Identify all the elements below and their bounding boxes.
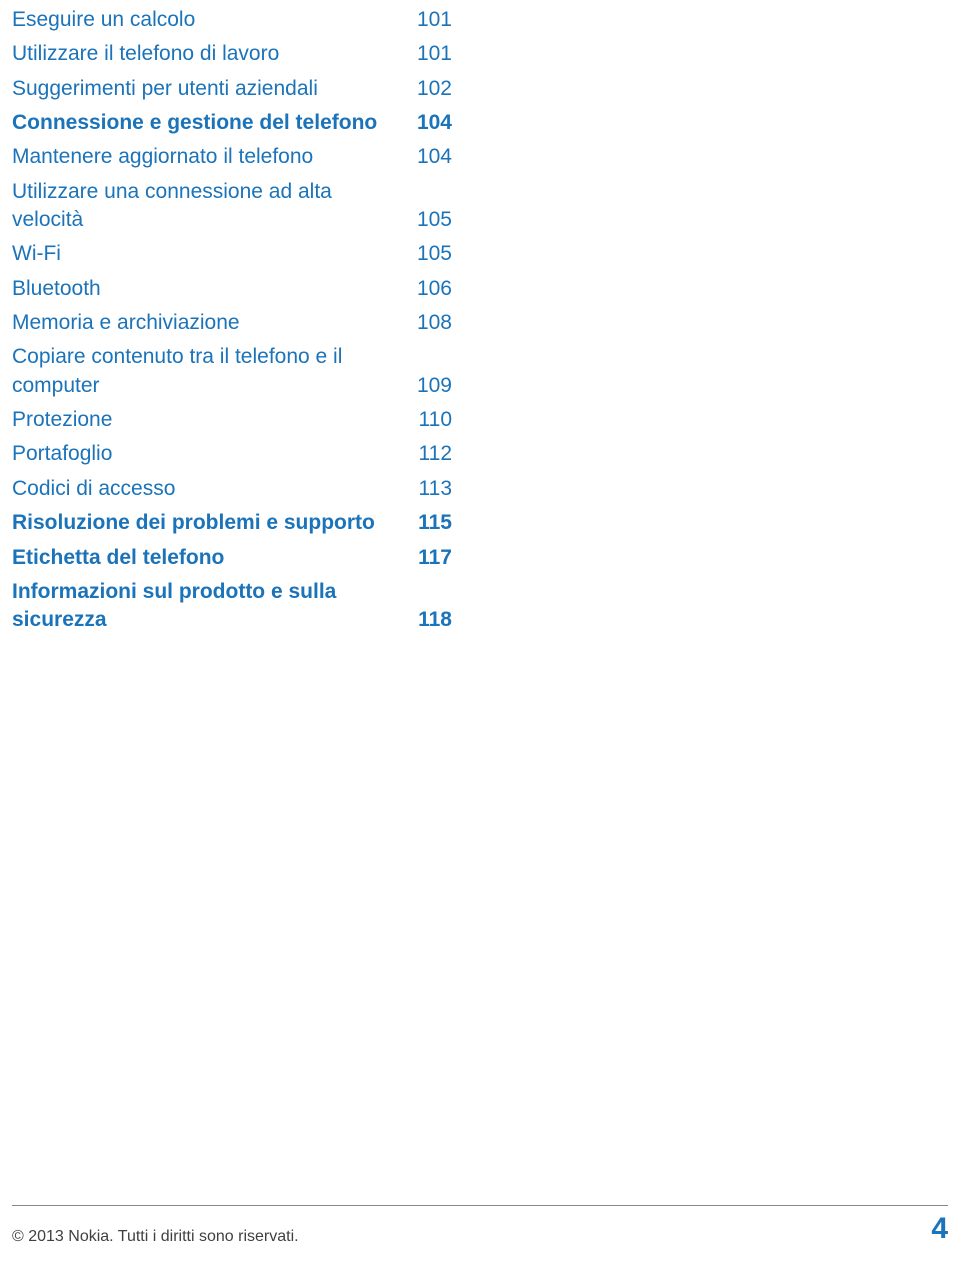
toc-entry-page[interactable]: 106	[407, 275, 452, 303]
toc-row: Wi-Fi105	[12, 240, 452, 268]
toc-entry-label[interactable]: Mantenere aggiornato il telefono	[12, 143, 407, 171]
toc-entry-label[interactable]: Copiare contenuto tra il telefono e il c…	[12, 343, 407, 400]
toc-entry-page[interactable]: 104	[407, 109, 452, 137]
toc-entry-page[interactable]: 101	[407, 40, 452, 68]
toc-entry-label[interactable]: Utilizzare una connessione ad alta veloc…	[12, 178, 407, 235]
page-number: 4	[931, 1212, 948, 1246]
toc-entry-page[interactable]: 112	[407, 440, 452, 468]
toc-entry-label[interactable]: Suggerimenti per utenti aziendali	[12, 75, 407, 103]
toc-entry-page[interactable]: 110	[407, 406, 452, 434]
toc-row: Protezione110	[12, 406, 452, 434]
toc-entry-page[interactable]: 118	[407, 606, 452, 634]
toc-row: Utilizzare una connessione ad alta veloc…	[12, 178, 452, 235]
toc-row: Eseguire un calcolo101	[12, 6, 452, 34]
toc-entry-page[interactable]: 101	[407, 6, 452, 34]
toc-entry-page[interactable]: 117	[407, 544, 452, 572]
copyright-text: © 2013 Nokia. Tutti i diritti sono riser…	[12, 1228, 299, 1246]
toc-entry-label[interactable]: Informazioni sul prodotto e sulla sicure…	[12, 578, 407, 635]
toc-entry-page[interactable]: 104	[407, 143, 452, 171]
toc-row: Utilizzare il telefono di lavoro101	[12, 40, 452, 68]
toc-entry-label[interactable]: Portafoglio	[12, 440, 407, 468]
toc-entry-page[interactable]: 113	[407, 475, 452, 503]
table-of-contents: Eseguire un calcolo101Utilizzare il tele…	[12, 6, 452, 635]
toc-row: Bluetooth106	[12, 275, 452, 303]
toc-row: Codici di accesso113	[12, 475, 452, 503]
toc-entry-page[interactable]: 105	[407, 240, 452, 268]
page-footer: © 2013 Nokia. Tutti i diritti sono riser…	[12, 1205, 948, 1246]
toc-entry-label[interactable]: Wi-Fi	[12, 240, 407, 268]
toc-entry-page[interactable]: 115	[407, 509, 452, 537]
toc-row: Portafoglio112	[12, 440, 452, 468]
toc-row: Informazioni sul prodotto e sulla sicure…	[12, 578, 452, 635]
toc-entry-label[interactable]: Risoluzione dei problemi e supporto	[12, 509, 407, 537]
toc-entry-label[interactable]: Utilizzare il telefono di lavoro	[12, 40, 407, 68]
toc-row: Memoria e archiviazione108	[12, 309, 452, 337]
toc-row: Connessione e gestione del telefono104	[12, 109, 452, 137]
toc-entry-label[interactable]: Eseguire un calcolo	[12, 6, 407, 34]
toc-entry-page[interactable]: 108	[407, 309, 452, 337]
toc-entry-page[interactable]: 105	[407, 206, 452, 234]
toc-row: Mantenere aggiornato il telefono104	[12, 143, 452, 171]
toc-row: Risoluzione dei problemi e supporto115	[12, 509, 452, 537]
toc-entry-label[interactable]: Codici di accesso	[12, 475, 407, 503]
toc-entry-page[interactable]: 109	[407, 372, 452, 400]
toc-entry-label[interactable]: Memoria e archiviazione	[12, 309, 407, 337]
toc-entry-label[interactable]: Etichetta del telefono	[12, 544, 407, 572]
toc-entry-page[interactable]: 102	[407, 75, 452, 103]
toc-entry-label[interactable]: Bluetooth	[12, 275, 407, 303]
toc-entry-label[interactable]: Connessione e gestione del telefono	[12, 109, 407, 137]
toc-row: Copiare contenuto tra il telefono e il c…	[12, 343, 452, 400]
toc-row: Etichetta del telefono117	[12, 544, 452, 572]
toc-row: Suggerimenti per utenti aziendali102	[12, 75, 452, 103]
toc-entry-label[interactable]: Protezione	[12, 406, 407, 434]
